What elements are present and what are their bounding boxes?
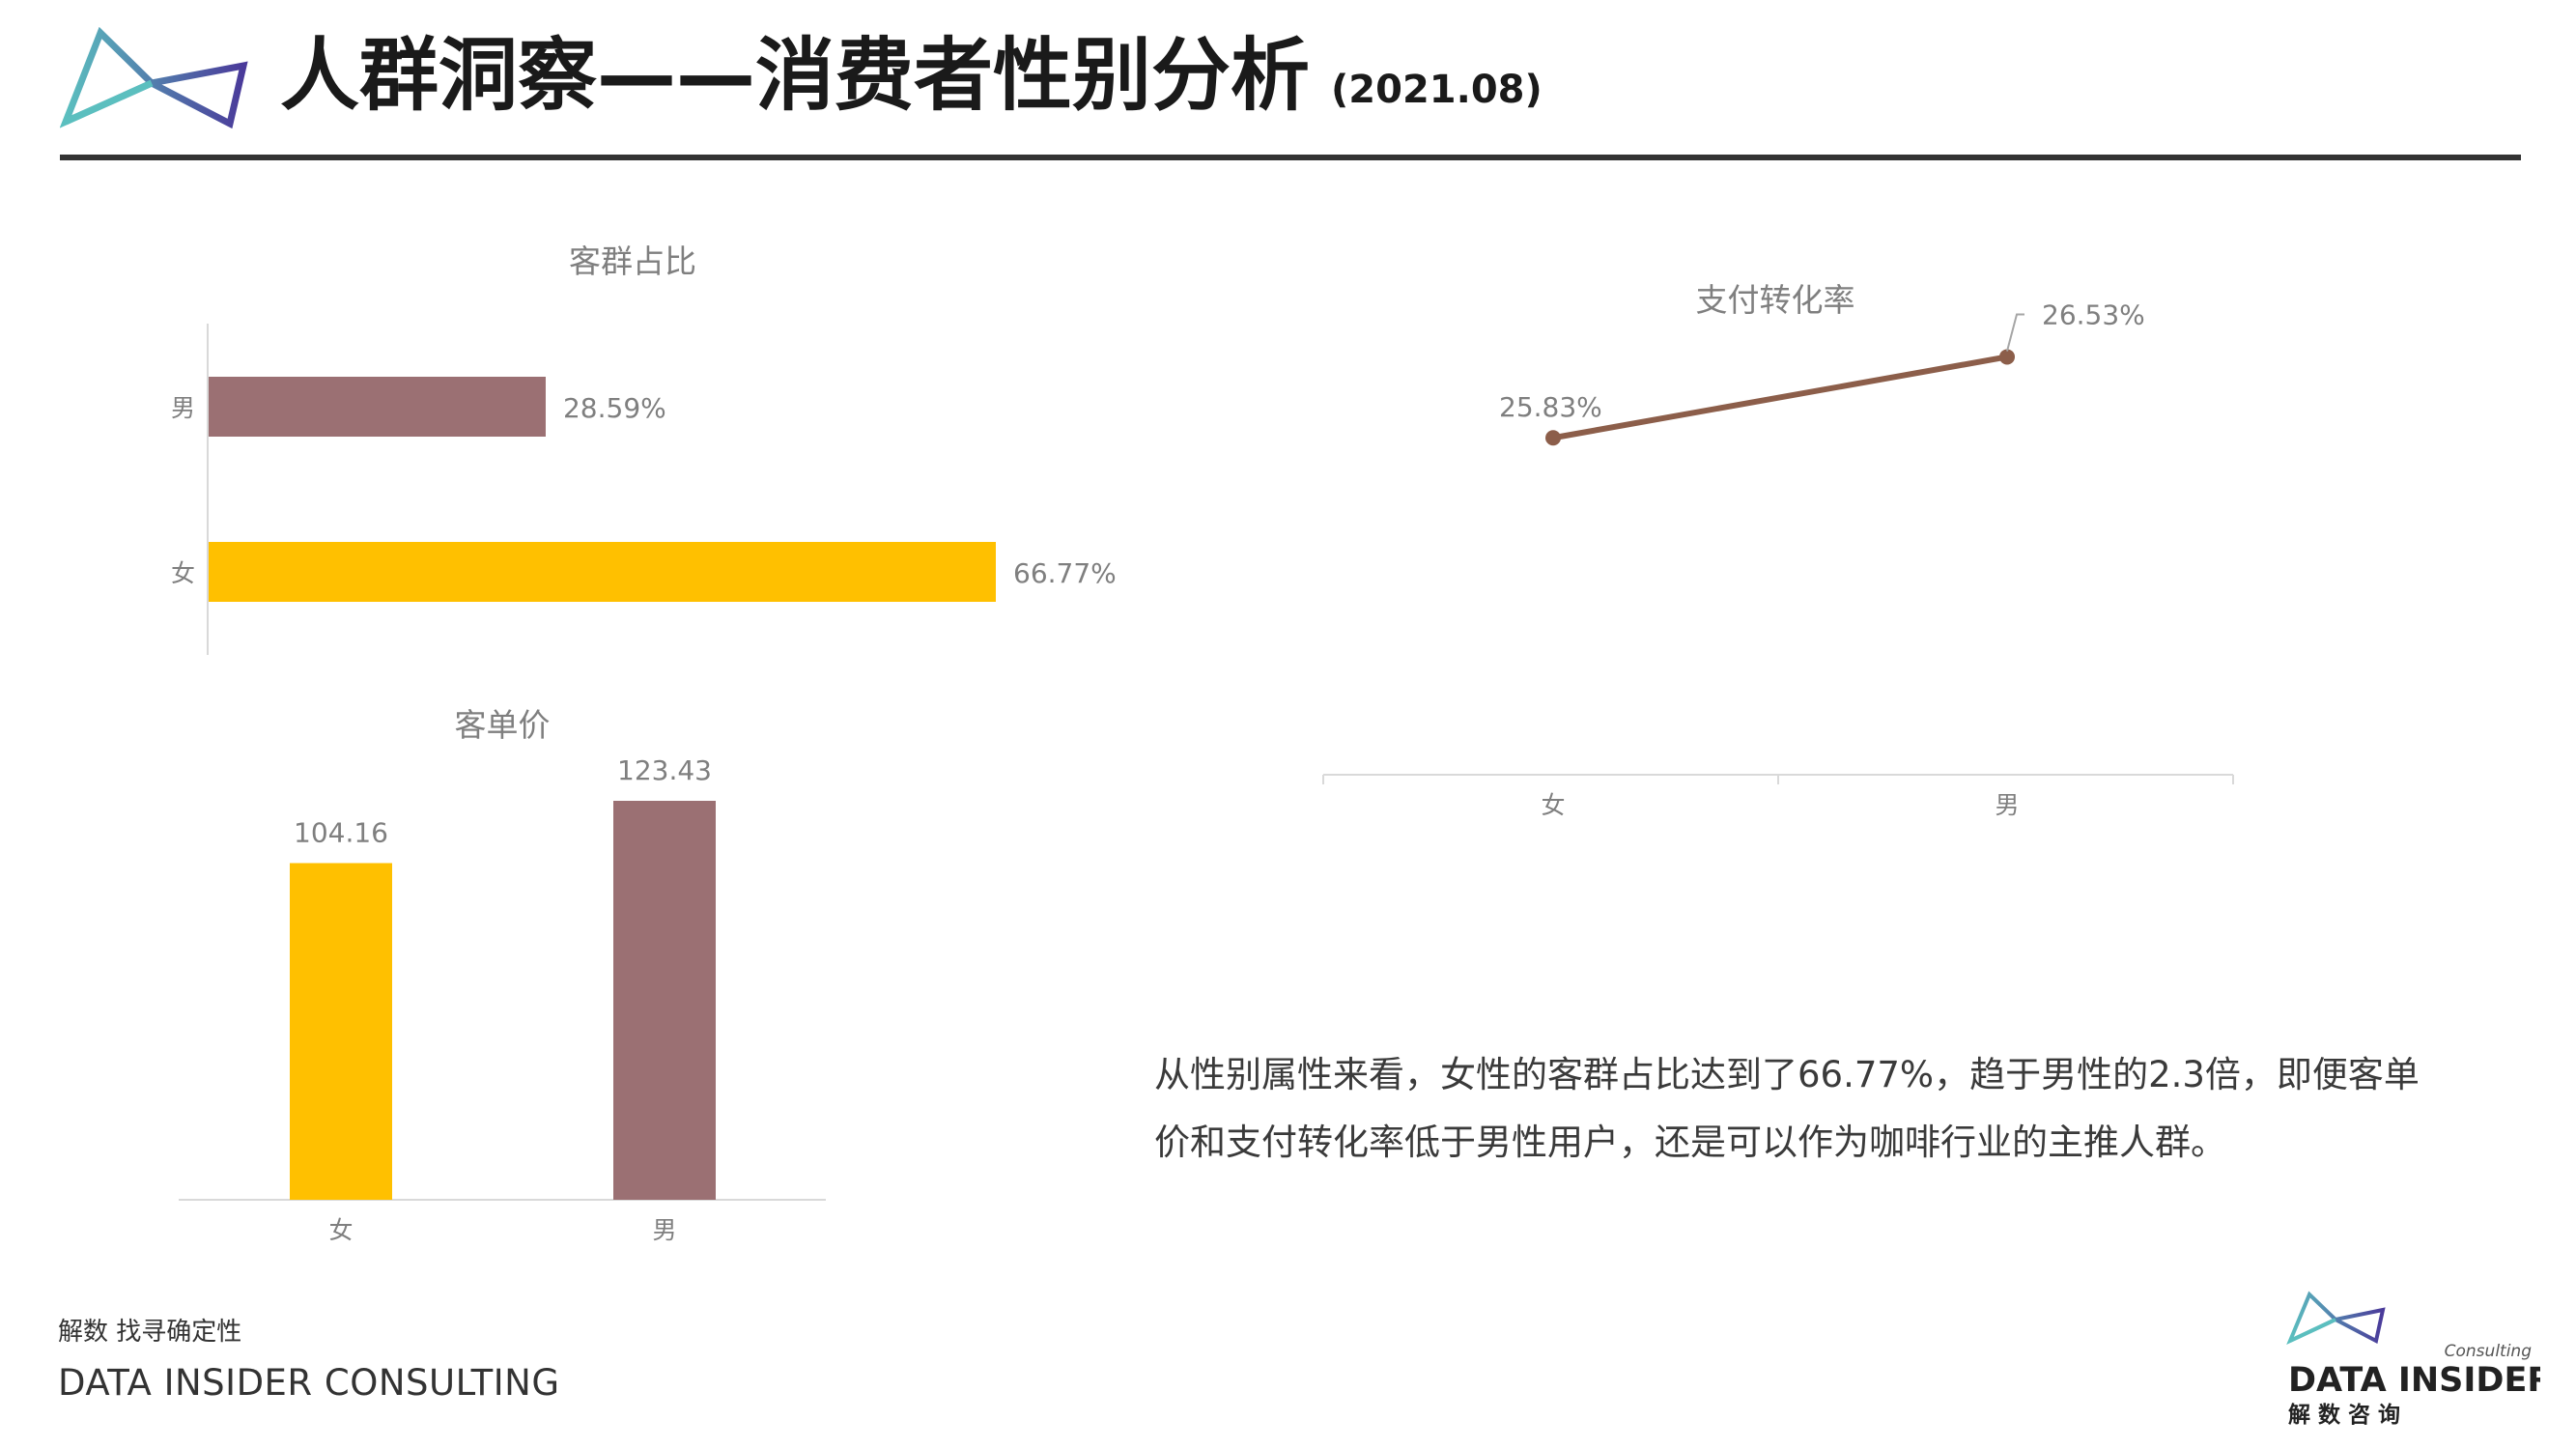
share-chart-title: 客群占比 bbox=[569, 242, 696, 280]
summary-text: 从性别属性来看，女性的客群占比达到了66.77%，趋于男性的2.3倍，即便客单价… bbox=[1154, 1054, 2420, 1163]
aov-bar bbox=[613, 801, 716, 1200]
aov-chart: 客单价 104.16 女 123.43 男 bbox=[179, 706, 826, 1244]
share-category-label: 女 bbox=[171, 559, 195, 587]
conversion-chart: 支付转化率 女 男 25.83% 26.53% bbox=[1322, 281, 2234, 819]
conversion-point bbox=[1999, 349, 2015, 365]
page-title-text: 人群洞察——消费者性别分析 bbox=[280, 30, 1311, 122]
brand-logo-name: DATA INSIDER bbox=[2288, 1361, 2540, 1400]
brand-logo-cn: 解 数 咨 询 bbox=[2288, 1402, 2400, 1428]
brand-logo-small: Consulting bbox=[2445, 1342, 2533, 1361]
title-divider bbox=[60, 155, 2521, 160]
share-bar bbox=[209, 542, 996, 602]
conversion-category-label: 男 bbox=[1995, 791, 2019, 819]
aov-category-label: 男 bbox=[652, 1216, 676, 1244]
aov-category-label: 女 bbox=[328, 1216, 353, 1244]
share-category-label: 男 bbox=[171, 394, 195, 422]
conversion-point bbox=[1545, 430, 1561, 446]
footer-slogan: 解数 找寻确定性 bbox=[58, 1318, 242, 1347]
conversion-value-label: 25.83% bbox=[1499, 391, 1602, 423]
page-title: 人群洞察——消费者性别分析 (2021.08) bbox=[280, 37, 1543, 116]
conversion-leader-line bbox=[2006, 313, 2024, 352]
aov-value-label: 104.16 bbox=[294, 816, 388, 848]
aov-chart-title: 客单价 bbox=[455, 706, 551, 744]
page-title-date: (2021.08) bbox=[1331, 68, 1543, 112]
brand-logo-icon bbox=[2286, 1291, 2386, 1346]
conversion-category-label: 女 bbox=[1541, 791, 1565, 819]
share-bar bbox=[209, 377, 546, 437]
aov-value-label: 123.43 bbox=[617, 754, 712, 786]
conversion-chart-title: 支付转化率 bbox=[1696, 281, 1855, 319]
aov-bar bbox=[290, 863, 392, 1200]
share-value-label: 28.59% bbox=[563, 392, 666, 424]
company-logo-icon bbox=[60, 27, 248, 129]
share-value-label: 66.77% bbox=[1013, 557, 1117, 589]
footer-company-name: DATA INSIDER CONSULTING bbox=[58, 1362, 560, 1404]
brand-logo: Consulting DATA INSIDER 解 数 咨 询 bbox=[2286, 1291, 2540, 1428]
share-chart: 客群占比 男 28.59% 女 66.77% bbox=[171, 242, 1117, 655]
conversion-line bbox=[1552, 354, 2008, 441]
conversion-value-label: 26.53% bbox=[2042, 298, 2145, 330]
